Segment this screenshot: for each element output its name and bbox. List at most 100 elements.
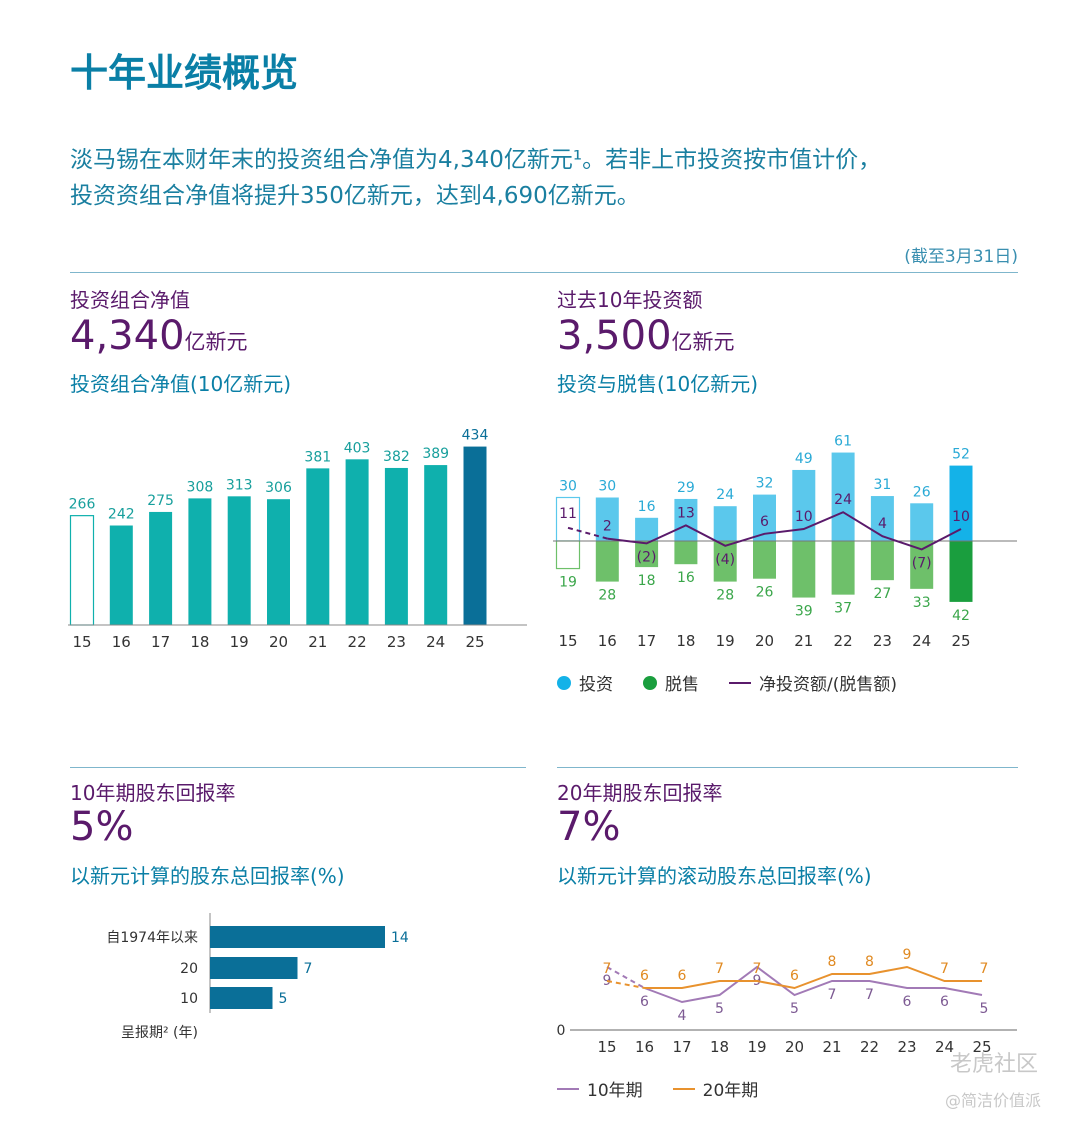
top-divider [70,272,1018,273]
invest-x-tick: 23 [873,632,892,650]
net-value-label: (4) [715,552,735,568]
invest-x-tick: 17 [637,632,656,650]
nav-bar [267,499,290,625]
nav-x-tick: 23 [387,633,406,651]
tsr-category-label: 自1974年以来 [106,930,198,946]
invest-value-label: 32 [756,476,774,492]
watermark-handle: @简洁价值派 [945,1091,1042,1110]
tsr10-chart-title: 以新元计算的股东总回报率(%) [70,864,345,888]
divest-bar [635,541,659,568]
nav-bar-value: 242 [108,507,135,523]
divest-value-label: 26 [756,585,774,601]
rolling-x-tick: 24 [935,1038,954,1056]
nav-x-tick: 17 [151,633,170,651]
rolling-x-tick: 25 [972,1038,991,1056]
divest-value-label: 27 [873,586,891,602]
invest-bar [831,452,855,541]
invest-value-label: 30 [559,479,577,495]
net-value-label: 10 [795,509,813,525]
divest-bar [831,541,855,595]
legend-20y-line [672,1087,695,1090]
legend-net-label: 净投资额/(脱售额) [759,675,897,695]
divest-bar [910,541,934,589]
nav-bar-value: 381 [304,449,331,465]
nav-x-tick: 21 [308,633,327,651]
invest-label: 过去10年投资额 [557,288,703,312]
invest-value-label: 26 [913,484,931,500]
invest-bar [792,469,816,541]
page-title: 十年业绩概览 [70,51,299,95]
rolling-value-label: 9 [903,947,912,963]
invest-x-tick: 16 [598,632,617,650]
invest-value-label: 61 [834,434,852,450]
net-value-label: 11 [559,506,577,522]
net-value-label: (7) [912,555,932,571]
divest-bar [595,541,619,582]
tsr-category-label: 10 [180,991,198,1007]
nav-bar [227,496,251,625]
nav-x-tick: 15 [72,633,91,651]
divest-value-label: 42 [952,608,970,624]
rolling-x-tick: 16 [635,1038,654,1056]
tsr-period-label: 呈报期² (年) [121,1025,198,1041]
nav-bar-value: 389 [422,446,449,462]
divest-value-label: 18 [638,573,656,589]
invest-bar [753,494,776,541]
tsr20-label: 20年期股东回报率 [557,781,723,805]
legend-net-line [729,681,751,684]
invest-chart-title: 投资与脱售(10亿新元) [557,372,759,396]
net-value-label: (2) [637,549,657,565]
divest-value-label: 39 [795,604,813,620]
rolling-value-label: 7 [753,961,762,977]
nav-x-tick: 22 [348,633,367,651]
mid-divider-right [557,767,1018,768]
divest-bar [555,540,581,570]
invest-headline: 3,500亿新元 [557,316,735,356]
rolling-value-label: 8 [828,954,837,970]
rolling-x-tick: 17 [672,1038,691,1056]
invest-value-label: 31 [873,477,891,493]
nav-value: 4,340 [70,313,185,359]
legend-10y-line [557,1087,579,1090]
rolling-value-label: 8 [865,954,874,970]
divest-value-label: 33 [913,595,931,611]
divest-bar [792,541,816,598]
rolling-value-label: 6 [903,994,912,1010]
invest-bar [674,498,698,541]
rolling-value-label: 7 [715,961,724,977]
legend-invest-dot [557,675,571,690]
invest-value-label: 29 [677,480,695,496]
rolling-value-label: 6 [678,968,687,984]
nav-bar [384,467,408,625]
legend-10y-label: 10年期 [587,1081,643,1101]
invest-x-tick: 21 [794,632,813,650]
rolling-value-label: 6 [790,968,799,984]
nav-bar [306,468,330,625]
divest-value-label: 28 [598,588,616,604]
divest-bar [870,541,894,581]
divest-value-label: 19 [559,575,577,591]
invest-value: 3,500 [557,313,672,359]
invest-value-label: 24 [716,487,734,503]
nav-bar-value: 308 [187,479,214,495]
invest-value-label: 16 [638,499,656,515]
net-value-label: 2 [603,519,612,535]
invest-x-tick: 25 [951,632,970,650]
nav-bar [188,498,212,625]
nav-bar-value: 382 [383,449,410,465]
tsr-bar-value: 7 [304,961,313,977]
net-value-label: 4 [878,516,887,532]
nav-x-tick: 25 [465,633,484,651]
nav-x-tick: 18 [190,633,209,651]
invest-bar [910,503,934,541]
nav-bar [463,446,487,625]
legend-invest-label: 投资 [579,675,613,695]
invest-legend: 投资 脱售 净投资额/(脱售额) [557,670,897,695]
rolling-value-label: 6 [640,994,649,1010]
tsr-horizontal-bar-chart: 自1974年以来 14 20 7 10 5 呈报期² (年) [106,913,409,1041]
nav-bar-value: 434 [462,428,489,444]
nav-bar [109,525,133,625]
invest-bar [870,496,894,541]
watermark-brand: 老虎社区 [950,1052,1039,1077]
rolling-value-label: 5 [980,1001,989,1017]
